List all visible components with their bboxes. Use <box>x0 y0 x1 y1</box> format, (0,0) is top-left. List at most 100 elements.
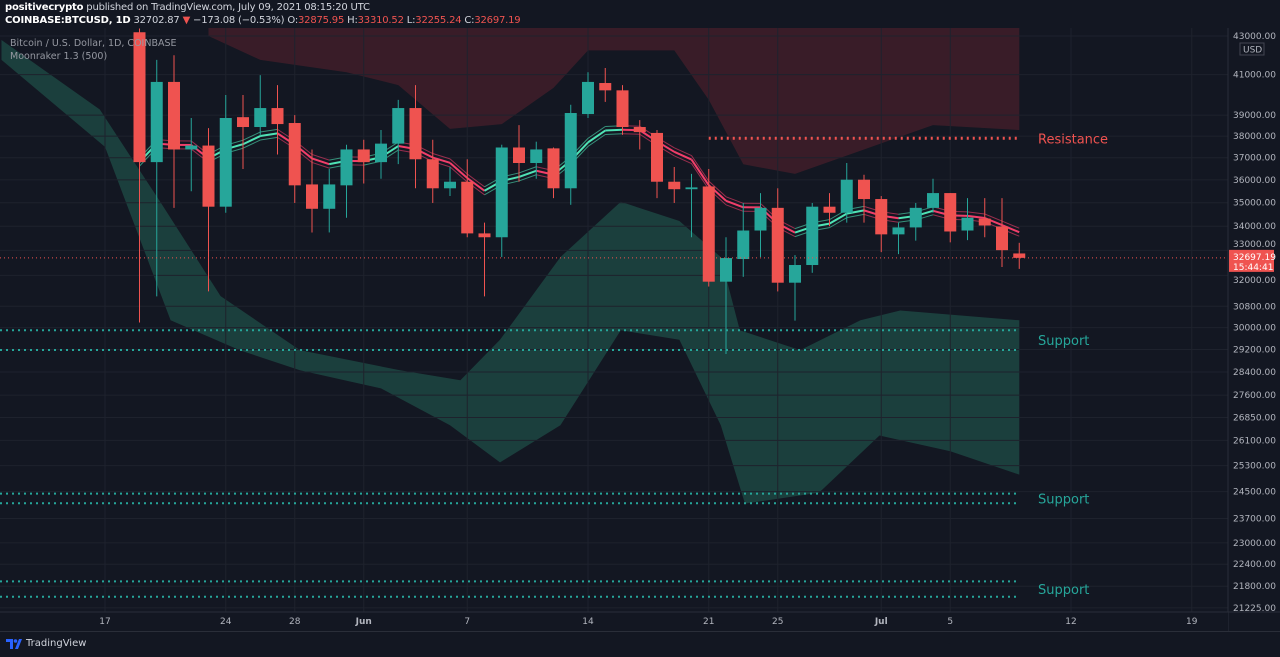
candle-body <box>530 149 542 163</box>
candle-bullish[interactable] <box>927 179 939 213</box>
candle-body <box>927 193 939 208</box>
candle-bearish[interactable] <box>996 198 1008 267</box>
series-title[interactable]: Bitcoin / U.S. Dollar, 1D, COINBASE <box>10 37 177 50</box>
candle-body <box>996 226 1008 250</box>
time-tick-label: 28 <box>289 617 301 627</box>
candle-body <box>1013 253 1025 257</box>
candle-bearish[interactable] <box>1013 243 1025 269</box>
candle-bullish[interactable] <box>962 198 974 240</box>
time-tick-label: Jun <box>355 617 372 627</box>
indicator-title[interactable]: Moonraker 1.3 (500) <box>10 50 177 63</box>
candle-bullish[interactable] <box>737 203 749 277</box>
candle-bullish[interactable] <box>910 203 922 241</box>
candle-bearish[interactable] <box>875 196 887 252</box>
candle-bearish[interactable] <box>289 115 301 203</box>
candle-body <box>737 231 749 260</box>
support-label: Support <box>1038 492 1089 507</box>
candle-bearish[interactable] <box>272 85 284 154</box>
price-tick-label: 38000.00 <box>1233 132 1276 142</box>
candle-bearish[interactable] <box>617 85 629 135</box>
high-label: H: <box>347 15 358 26</box>
candle-bullish[interactable] <box>341 145 353 218</box>
candle-bullish[interactable] <box>565 105 577 205</box>
candle-bearish[interactable] <box>168 55 180 208</box>
candle-body <box>686 187 698 189</box>
price-tick-label: 36000.00 <box>1233 176 1276 186</box>
candle-body <box>755 208 767 231</box>
candle-bearish[interactable] <box>599 68 611 102</box>
candle-bullish[interactable] <box>220 95 232 213</box>
price-tick-label: 33000.00 <box>1233 240 1276 250</box>
candle-bullish[interactable] <box>893 223 905 254</box>
candle-bearish[interactable] <box>513 125 525 182</box>
ma-segment <box>605 130 622 131</box>
ma-segment <box>847 214 864 217</box>
candle-body <box>444 182 456 189</box>
candle-bearish[interactable] <box>651 130 663 198</box>
last-price: 32702.87 <box>133 15 179 26</box>
tradingview-logo-icon <box>6 639 22 649</box>
ma-segment <box>260 129 277 132</box>
price-tick-label: 27600.00 <box>1233 391 1276 401</box>
candle-bullish[interactable] <box>444 167 456 196</box>
candle-body <box>772 208 784 283</box>
ma-segment <box>450 163 467 178</box>
candle-bullish[interactable] <box>254 75 266 135</box>
tradingview-brand: TradingView <box>26 638 86 649</box>
candle-bearish[interactable] <box>944 193 956 242</box>
candle-bearish[interactable] <box>703 169 715 287</box>
candle-bullish[interactable] <box>686 174 698 237</box>
candle-body <box>944 193 956 231</box>
ma-segment <box>674 156 691 164</box>
candle-bullish[interactable] <box>496 145 508 257</box>
price-tick-label: 43000.00 <box>1233 32 1276 42</box>
candle-bearish[interactable] <box>479 223 491 297</box>
candle-bearish[interactable] <box>358 140 370 184</box>
time-tick-label: 25 <box>772 617 783 627</box>
open-value: 32875.95 <box>298 15 344 26</box>
candle-body <box>548 148 560 188</box>
candle-body <box>565 113 577 188</box>
candle-body <box>375 144 387 162</box>
chart-legend: Bitcoin / U.S. Dollar, 1D, COINBASE Moon… <box>10 37 177 63</box>
resistance-cloud <box>209 28 1020 174</box>
price-tick-label: 26100.00 <box>1233 436 1276 446</box>
symbol[interactable]: COINBASE:BTCUSD, 1D <box>5 15 130 26</box>
author-name[interactable]: positivecrypto <box>5 2 83 13</box>
price-tick-label: 37000.00 <box>1233 154 1276 164</box>
candle-bullish[interactable] <box>375 130 387 179</box>
candle-body <box>392 108 404 144</box>
candle-bearish[interactable] <box>306 149 318 232</box>
price-tick-label: 34000.00 <box>1233 222 1276 232</box>
candle-bearish[interactable] <box>772 188 784 291</box>
tradingview-logo[interactable]: TradingView <box>6 638 86 649</box>
close-label: C: <box>464 15 474 26</box>
candle-bullish[interactable] <box>806 203 818 273</box>
candle-bearish[interactable] <box>203 128 215 291</box>
candle-body <box>789 265 801 283</box>
candle-bullish[interactable] <box>582 72 594 118</box>
candle-bullish[interactable] <box>392 100 404 164</box>
price-tick-label: 41000.00 <box>1233 71 1276 81</box>
candle-bullish[interactable] <box>323 169 335 232</box>
candle-body <box>841 180 853 213</box>
low-label: L: <box>407 15 416 26</box>
price-tick-label: 23700.00 <box>1233 515 1276 525</box>
open-label: O: <box>287 15 298 26</box>
price-tick-label: 23000.00 <box>1233 539 1276 549</box>
candle-body <box>962 218 974 231</box>
ma-segment <box>243 140 260 148</box>
ma-segment <box>692 156 709 182</box>
time-tick-label: Jul <box>874 617 888 627</box>
candle-bearish[interactable] <box>634 120 646 149</box>
time-axis[interactable] <box>0 612 1228 631</box>
candle-bullish[interactable] <box>789 255 801 321</box>
price-tick-label: 24500.00 <box>1233 488 1276 498</box>
candle-bearish[interactable] <box>668 167 680 203</box>
price-tick-label: 39000.00 <box>1233 111 1276 121</box>
price-tick-label: 21800.00 <box>1233 582 1276 592</box>
candle-bearish[interactable] <box>427 140 439 203</box>
candle-body <box>427 159 439 188</box>
candle-bearish[interactable] <box>548 148 560 199</box>
